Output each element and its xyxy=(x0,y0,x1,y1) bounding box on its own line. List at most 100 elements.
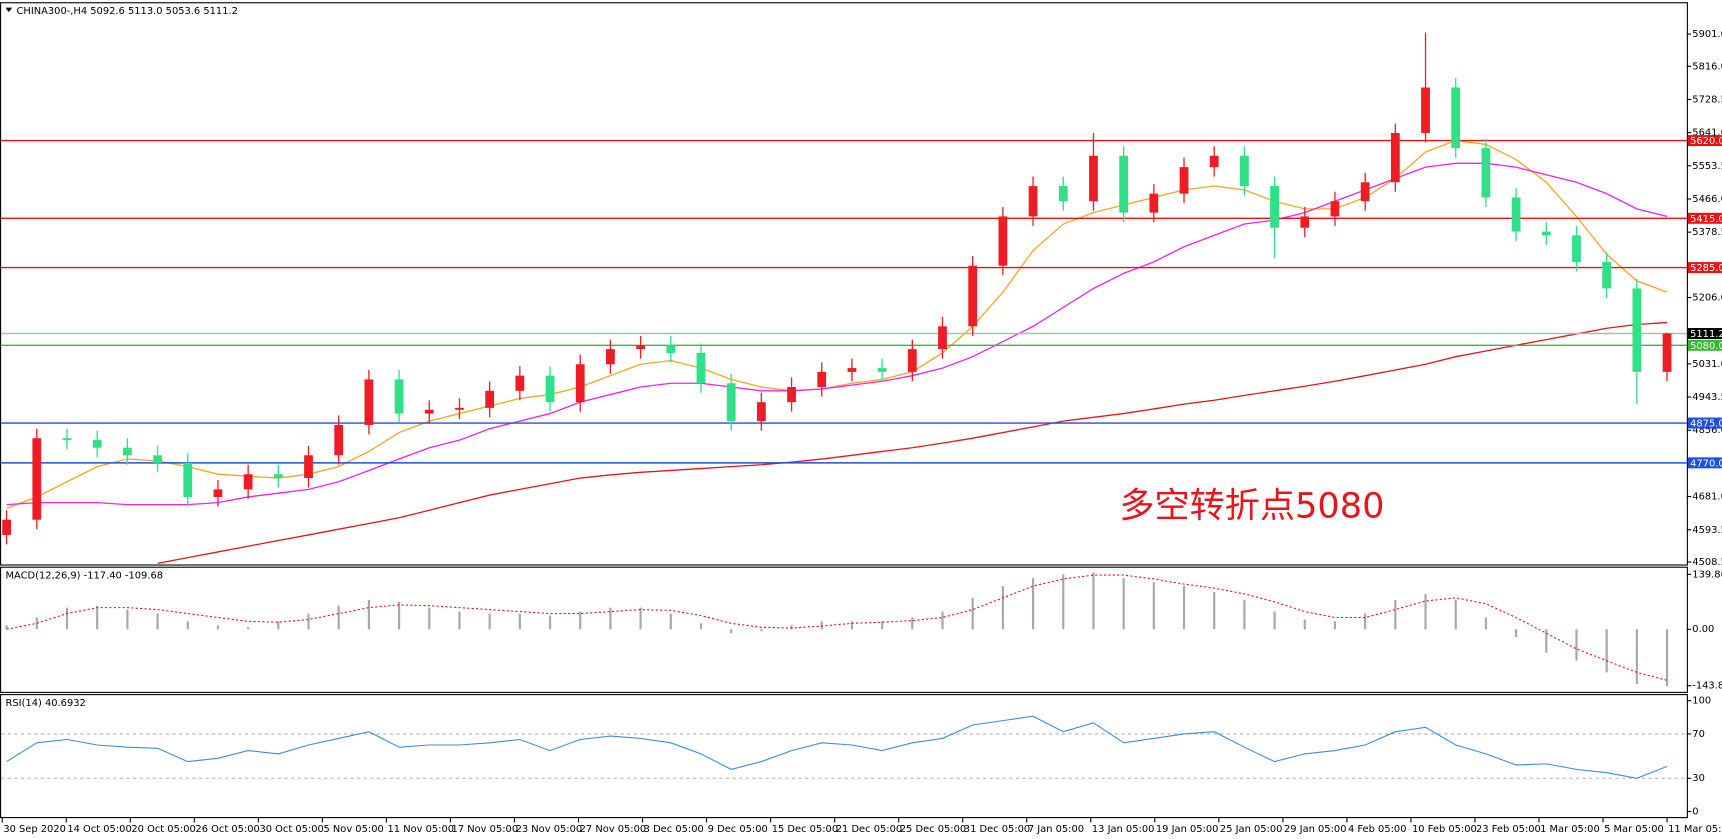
candle-body xyxy=(243,474,253,490)
x-tick-label: 27 Nov 05:00 xyxy=(580,824,647,835)
level-label-bg xyxy=(1687,135,1722,147)
x-tick-label: 13 Jan 05:00 xyxy=(1092,824,1155,835)
x-tick-label: 11 Mar 05:00 xyxy=(1668,824,1722,835)
x-tick-label: 3 Dec 05:00 xyxy=(644,824,704,835)
candle-body xyxy=(545,375,555,403)
x-tick-label: 19 Jan 05:00 xyxy=(1156,824,1219,835)
x-tick-label: 26 Oct 05:00 xyxy=(195,824,259,835)
candle-body xyxy=(1330,201,1340,217)
candle-body xyxy=(1541,231,1551,236)
y-tick-label: 4856.0 xyxy=(1692,425,1722,436)
level-label-bg xyxy=(1687,327,1722,339)
price-pane xyxy=(0,2,1688,566)
y-tick-label: 100 xyxy=(1692,696,1711,707)
candle-body xyxy=(1209,155,1219,168)
candle-body xyxy=(847,368,857,372)
candle-body xyxy=(1119,155,1129,213)
y-tick-label: 5641.0 xyxy=(1692,128,1722,139)
x-tick-label: 10 Feb 05:00 xyxy=(1412,824,1477,835)
x-tick-label: 25 Dec 05:00 xyxy=(900,824,966,835)
x-tick-label: 17 Nov 05:00 xyxy=(452,824,519,835)
candle-body xyxy=(2,519,12,535)
candle-body xyxy=(1089,155,1098,202)
y-tick-label: 5728.5 xyxy=(1692,94,1722,105)
candle-body xyxy=(1421,87,1430,133)
y-tick-label: 4593.5 xyxy=(1692,525,1722,536)
y-tick-label: 0 xyxy=(1692,806,1698,817)
candle-body xyxy=(1270,186,1279,228)
y-tick-label: 0.00 xyxy=(1692,624,1714,635)
x-tick-label: 25 Jan 05:00 xyxy=(1220,824,1283,835)
annotation: 多空转折点5080 xyxy=(1119,485,1384,526)
candle-body xyxy=(304,455,313,479)
macd-pane xyxy=(0,566,1688,693)
candle-body xyxy=(1662,333,1672,372)
x-tick-label: 30 Sep 2020 xyxy=(3,824,66,835)
candle-body xyxy=(1028,186,1038,217)
candle-body xyxy=(636,345,646,350)
x-tick-label: 29 Jan 05:00 xyxy=(1284,824,1347,835)
candle-body xyxy=(1511,197,1521,232)
x-tick-label: 21 Dec 05:00 xyxy=(836,824,902,835)
moving-average xyxy=(157,321,1668,565)
level-label: 5415.0 xyxy=(1690,214,1722,225)
x-tick-label: 4 Feb 05:00 xyxy=(1348,824,1407,835)
candle-body xyxy=(1572,235,1581,262)
moving-average xyxy=(6,162,1668,506)
candle-body xyxy=(907,349,917,372)
y-tick-label: 5378.5 xyxy=(1692,227,1722,238)
candle-body xyxy=(153,455,162,463)
chart-title: CHINA300-,H4 5092.6 5113.0 5053.6 5111.2 xyxy=(17,6,238,17)
rsi-line xyxy=(6,715,1668,779)
y-tick-label: 5816.0 xyxy=(1692,61,1722,72)
x-tick-label: 31 Dec 05:00 xyxy=(964,824,1030,835)
candle-body xyxy=(938,326,947,350)
candle-body xyxy=(1390,132,1400,183)
x-tick-label: 1 Mar 05:00 xyxy=(1540,824,1600,835)
y-tick-label: -143.82 xyxy=(1692,681,1722,692)
candle-body xyxy=(1451,87,1461,149)
candle-body xyxy=(1632,288,1642,372)
candle-body xyxy=(877,368,887,372)
candle-body xyxy=(1481,148,1491,198)
y-tick-label: 4681.0 xyxy=(1692,492,1722,503)
level-label-bg xyxy=(1687,212,1722,224)
y-tick-label: 5901.0 xyxy=(1692,29,1722,40)
y-tick-label: 5553.5 xyxy=(1692,161,1722,172)
candle-body xyxy=(1300,216,1310,228)
y-tick-label: 139.86 xyxy=(1692,569,1722,580)
x-tick-label: 9 Dec 05:00 xyxy=(708,824,768,835)
y-tick-label: 4508.5 xyxy=(1692,557,1722,568)
level-label: 4770.0 xyxy=(1690,458,1722,469)
level-label-bg xyxy=(1687,339,1722,351)
candle-body xyxy=(183,462,193,497)
candle-body xyxy=(394,379,404,414)
x-tick-label: 20 Oct 05:00 xyxy=(131,824,195,835)
candle-body xyxy=(968,265,978,327)
candle-body xyxy=(455,407,464,410)
candle-body xyxy=(1149,193,1159,213)
x-tick-label: 5 Nov 05:00 xyxy=(323,824,383,835)
level-label: 5620.0 xyxy=(1690,136,1722,147)
y-tick-label: 5466.0 xyxy=(1692,194,1722,205)
rsi-pane xyxy=(0,694,1688,819)
x-tick-label: 15 Dec 05:00 xyxy=(772,824,838,835)
x-tick-label: 30 Oct 05:00 xyxy=(259,824,323,835)
level-label: 4875.0 xyxy=(1690,419,1722,430)
candle-body xyxy=(666,345,676,353)
candle-body xyxy=(606,349,615,365)
level-label-bg xyxy=(1687,262,1722,274)
level-label: 5080.0 xyxy=(1690,341,1722,352)
x-tick-label: 7 Jan 05:00 xyxy=(1028,824,1084,835)
candle-body xyxy=(575,364,585,403)
candle-body xyxy=(756,402,766,422)
level-label: 5285.0 xyxy=(1690,263,1722,274)
candle-body xyxy=(726,383,736,422)
candle-body xyxy=(787,387,796,403)
x-tick-label: 5 Mar 05:00 xyxy=(1604,824,1664,835)
candle-body xyxy=(122,447,132,456)
menu-arrow[interactable] xyxy=(5,7,13,13)
